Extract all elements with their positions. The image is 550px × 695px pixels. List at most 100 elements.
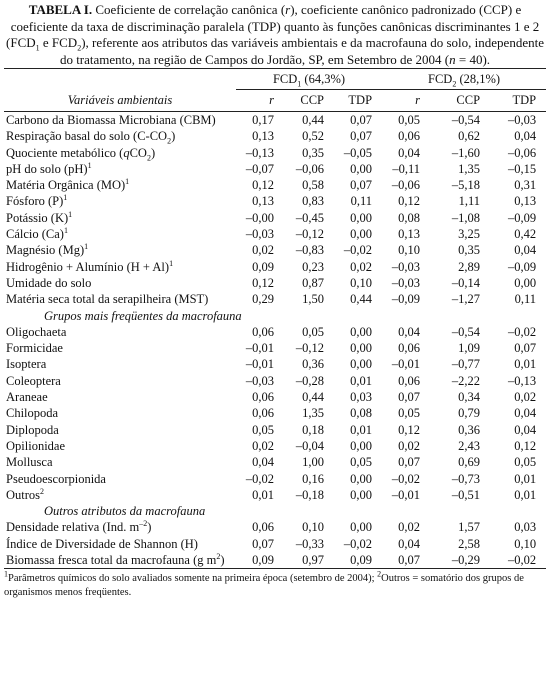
value-cell: 1,00 xyxy=(302,455,324,470)
label-text: Mollusca xyxy=(6,455,53,470)
header-cell xyxy=(4,68,236,90)
value-cell: –0,02 xyxy=(343,243,373,258)
section-row: Grupos mais freqüentes da macrofauna xyxy=(4,308,546,324)
value-cell: 0,12 xyxy=(514,438,537,453)
label-text: 2 xyxy=(40,486,45,496)
data-row: Biomassa fresca total da macrofauna (g m… xyxy=(4,552,547,570)
value-cell: 0,00 xyxy=(350,324,373,339)
label-text: ) xyxy=(147,520,152,535)
label-text: Quociente metabólico ( xyxy=(6,145,124,160)
value-cell: 0,17 xyxy=(252,113,274,127)
column-header: Variáveis ambientais xyxy=(4,89,236,112)
label-text: Outros xyxy=(6,487,41,502)
value-cell: –0,03 xyxy=(245,227,274,242)
data-row: Matéria Orgânica (MO)1 0,12 0,58 0,07 –0,06 –… xyxy=(4,177,546,193)
value-cell: –0,15 xyxy=(507,161,537,176)
value-cell: 0,01 xyxy=(350,422,373,437)
value-cell: –0,01 xyxy=(245,357,274,372)
value-cell: 0,69 xyxy=(458,455,481,470)
data-row: Pseudoescorpionida –0,02 0,16 0,00 –0,02 –0,7… xyxy=(4,471,546,487)
value-cell: 0,44 xyxy=(350,292,373,307)
value-cell: 0,02 xyxy=(252,438,274,453)
value-cell: –0,29 xyxy=(430,552,491,570)
label-text: Magnésio (Mg) xyxy=(6,243,85,258)
row-label: Cálcio (Ca)1 xyxy=(4,226,236,242)
value-cell: 0,12 xyxy=(398,422,421,437)
caption-text: = 40). xyxy=(455,51,491,67)
value-cell: 0,04 xyxy=(514,406,537,421)
footnote-text: 2 xyxy=(377,569,382,579)
value-cell: –0,09 xyxy=(507,259,537,274)
label-text: q xyxy=(123,145,130,160)
label-text: ) xyxy=(171,129,176,144)
value-cell: –0,06 xyxy=(391,178,421,193)
label-text: 1 xyxy=(169,258,174,268)
value-cell: 0,04 xyxy=(398,145,421,160)
value-cell: 0,58 xyxy=(302,178,324,193)
value-cell: 0,08 xyxy=(350,406,373,421)
row-label: Densidade relativa (Ind. m–2) xyxy=(4,519,236,535)
group-text: FCD xyxy=(272,71,298,86)
value-cell: 1,50 xyxy=(302,292,324,307)
value-cell: 0,02 xyxy=(514,390,537,405)
value-cell: 0,02 xyxy=(252,243,274,258)
label-text: Hidrogênio + Alumínio (H + Al) xyxy=(6,259,170,274)
value-cell: 0,06 xyxy=(252,390,274,405)
value-cell: 0,11 xyxy=(350,194,373,209)
footnote-text: Parâmetros químicos do solo avaliados so… xyxy=(8,573,378,585)
value-cell: 0,07 xyxy=(382,552,431,570)
data-row: Oligochaeta 0,06 0,05 0,00 0,04 –0,54 –0,02 xyxy=(4,324,546,340)
value-cell: –0,02 xyxy=(507,324,537,339)
value-cell: –5,18 xyxy=(451,178,481,193)
value-cell: 0,01 xyxy=(514,487,537,502)
group-text: FCD xyxy=(428,71,453,86)
value-cell: –0,11 xyxy=(392,161,421,176)
section-row: Outros atributos da macrofauna xyxy=(4,503,546,519)
value-cell: 0,03 xyxy=(350,390,373,405)
value-cell: 0,06 xyxy=(398,129,421,144)
caption-label: TABELA I. xyxy=(28,2,93,17)
label-text: Oligochaeta xyxy=(6,324,67,339)
row-label: Potássio (K)1 xyxy=(4,210,236,226)
data-row: Hidrogênio + Alumínio (H + Al)1 0,09 0,23 0… xyxy=(4,259,546,275)
row-label: Formicidae xyxy=(4,340,236,356)
value-cell: –0,18 xyxy=(295,487,324,502)
value-cell: 3,25 xyxy=(458,227,481,242)
value-cell: –1,60 xyxy=(451,145,481,160)
data-row: Diplopoda 0,05 0,18 0,01 0,12 0,36 0,04 xyxy=(4,422,546,438)
value-cell: 0,05 xyxy=(398,406,421,421)
value-cell: 0,00 xyxy=(350,161,373,176)
data-row: Araneae 0,06 0,44 0,03 0,07 0,34 0,02 xyxy=(4,389,546,405)
data-row: Fósforo (P)1 0,13 0,83 0,11 0,12 1,11 0,13 xyxy=(4,193,546,209)
label-text: 2 xyxy=(167,136,172,146)
row-label: Pseudoescorpionida xyxy=(4,471,236,487)
value-cell: 0,01 xyxy=(514,357,537,372)
caption-text: Coeficiente de correlação canônica ( xyxy=(92,2,286,17)
value-cell: 0,13 xyxy=(252,194,274,209)
value-cell: 0,07 xyxy=(350,113,373,127)
label-text: Umidade do solo xyxy=(6,275,92,290)
row-label: Oligochaeta xyxy=(4,324,236,340)
value-cell: 0,07 xyxy=(350,129,373,144)
row-label: pH do solo (pH)1 xyxy=(4,161,236,177)
value-cell: 0,00 xyxy=(350,357,373,372)
value-cell: 0,05 xyxy=(514,455,537,470)
value-cell: –0,03 xyxy=(391,259,421,274)
value-cell: 0,00 xyxy=(350,341,373,356)
data-row: Formicidae –0,01 –0,12 0,00 0,06 1,09 0,07 xyxy=(4,340,546,356)
data-row: Matéria seca total da serapilheira (MST)… xyxy=(4,291,546,307)
value-cell: 0,05 xyxy=(302,324,324,339)
value-cell: 0,44 xyxy=(302,390,324,405)
value-cell: –0,83 xyxy=(295,243,324,258)
value-cell: 0,01 xyxy=(514,471,537,486)
group-text: (28,1%) xyxy=(456,71,501,86)
value-cell: 0,18 xyxy=(302,422,324,437)
column-header: CCP xyxy=(430,89,491,112)
value-cell: 0,08 xyxy=(398,210,421,225)
value-cell: –0,12 xyxy=(295,227,324,242)
value-cell: 0,09 xyxy=(236,552,284,570)
caption-text: e FCD xyxy=(39,35,78,50)
label-text: –2 xyxy=(139,519,148,529)
value-cell: 0,01 xyxy=(252,487,274,502)
